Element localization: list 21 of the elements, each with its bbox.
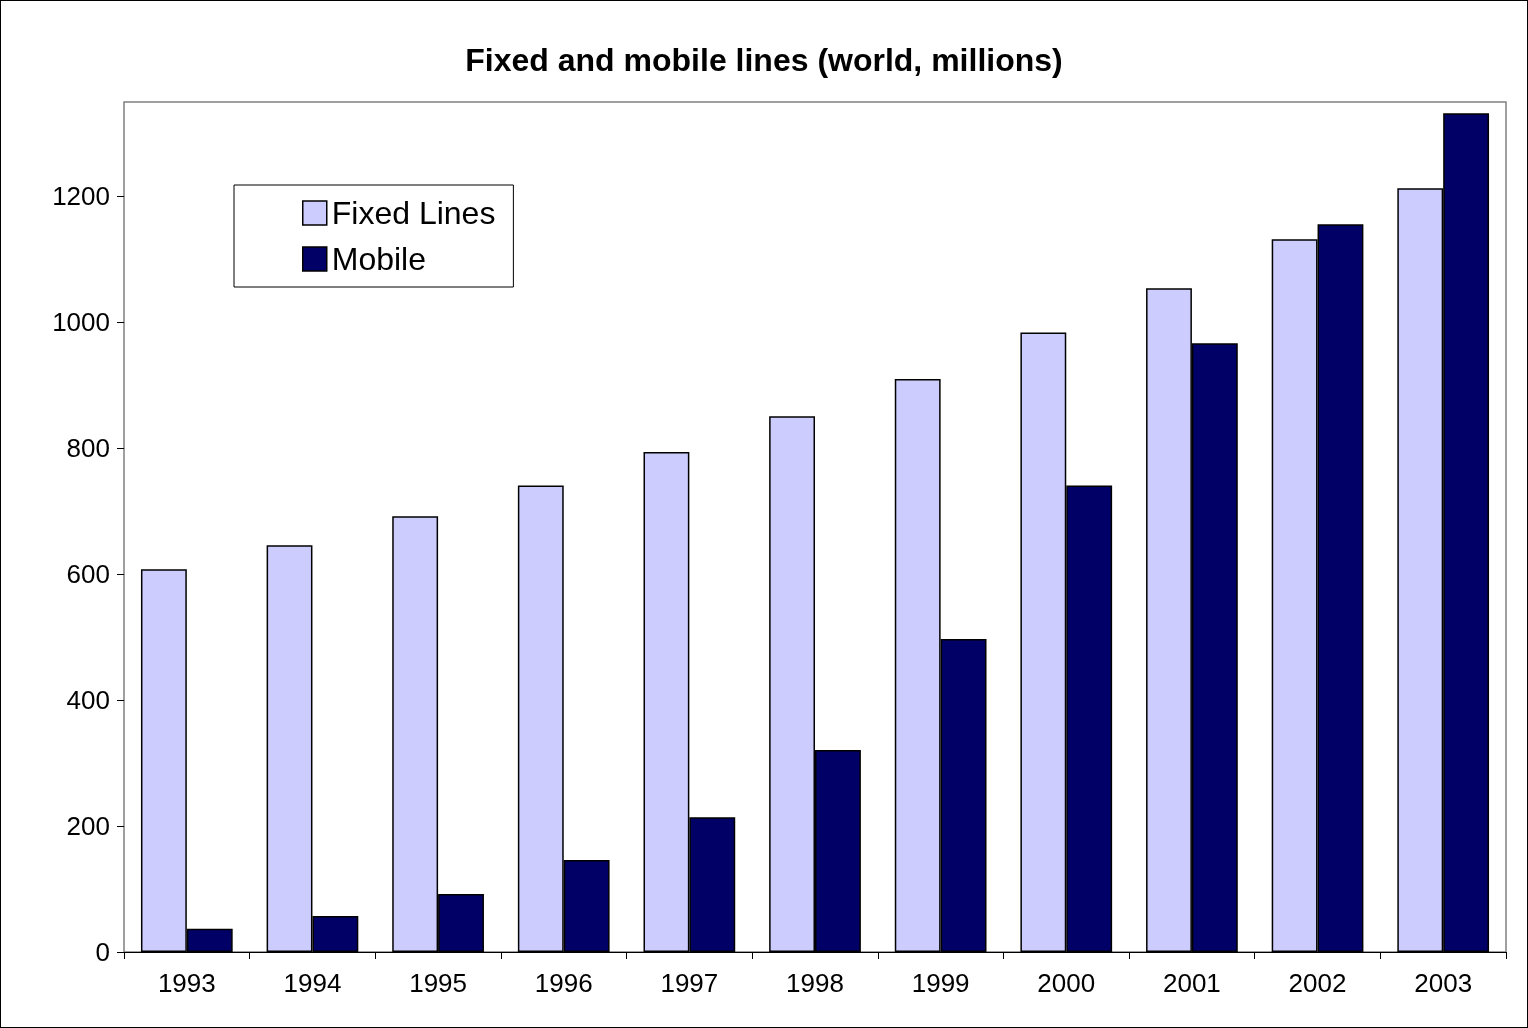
y-tick-label: 0 <box>95 937 110 967</box>
y-tick-label: 1000 <box>52 307 110 338</box>
x-tick-label: 1999 <box>911 968 970 998</box>
x-tick-label: 1995 <box>409 968 468 998</box>
x-tick-label: 1994 <box>283 968 342 998</box>
y-tick-label: 600 <box>66 559 110 590</box>
x-tick-label: 1998 <box>786 968 844 998</box>
x-tick-label: 2001 <box>1162 968 1221 998</box>
x-tick-label: 1993 <box>157 968 216 998</box>
y-tick-label: 800 <box>66 433 110 464</box>
y-tick-label: 400 <box>66 685 110 716</box>
y-tick-label: 200 <box>66 811 110 842</box>
chart-title: Fixed and mobile lines (world, millions) <box>465 42 1063 78</box>
legend-label: Fixed Lines <box>331 195 496 231</box>
x-tick-label: 2002 <box>1288 968 1347 998</box>
x-tick-label: 1997 <box>660 968 719 998</box>
x-tick-label: 2003 <box>1414 968 1473 998</box>
legend-label: Mobile <box>331 241 427 277</box>
y-tick-label: 1200 <box>52 181 110 212</box>
x-tick-label: 2000 <box>1037 968 1096 998</box>
x-tick-label: 1996 <box>534 968 593 998</box>
